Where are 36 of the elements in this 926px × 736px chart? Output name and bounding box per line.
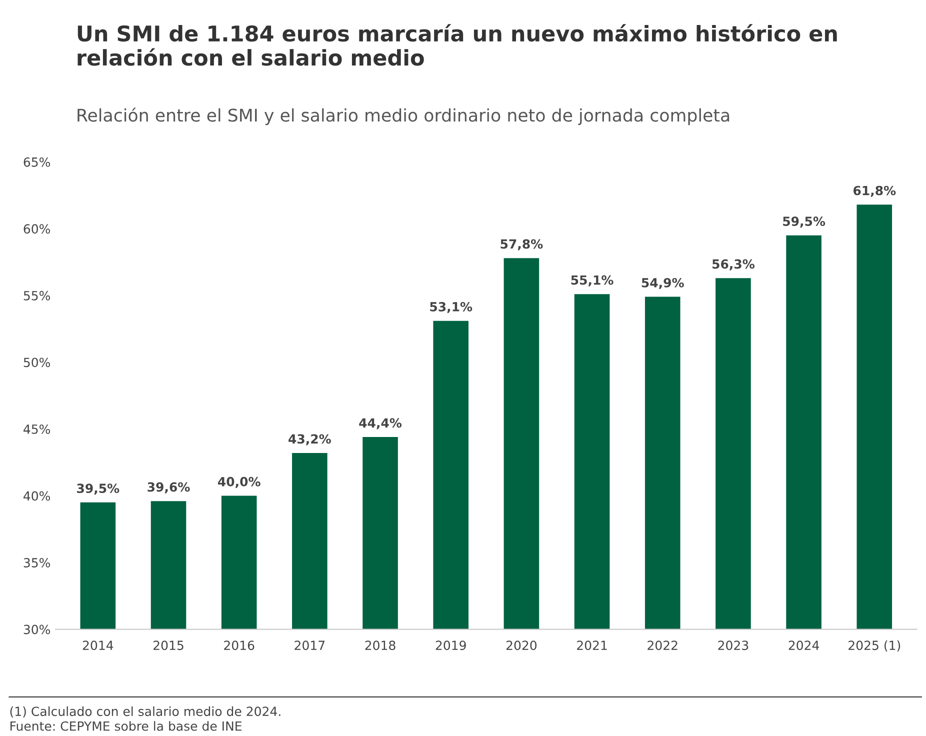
x-tick-label: 2019 (436, 640, 466, 650)
chart-title: Un SMI de 1.184 euros marcaría un nuevo máximo histórico en relación con el salario medio (78, 24, 837, 66)
data-label: 39,6% (148, 482, 190, 494)
data-label: 53,1% (430, 302, 472, 314)
y-tick-label: 65% (24, 157, 50, 167)
data-label: 59,5% (783, 216, 826, 228)
data-label: 44,4% (359, 418, 402, 430)
y-tick-label: 50% (24, 358, 50, 368)
x-tick-label: 2023 (718, 640, 748, 650)
x-tick-label: 2024 (788, 640, 820, 650)
data-label: 55,1% (571, 275, 614, 286)
chart-subtitle: Relación entre el SMI y el salario medio ordinario neto de jornada completa (78, 108, 730, 126)
y-tick-label: 60% (24, 224, 50, 234)
y-tick-label: 45% (24, 424, 50, 434)
data-label: 61,8% (853, 186, 896, 197)
data-label: 40,0% (218, 476, 260, 488)
y-tick-label: 40% (24, 491, 50, 501)
data-label: 56,3% (712, 259, 754, 270)
y-tick-label: 55% (24, 290, 50, 300)
x-tick-label: 2014 (82, 640, 114, 650)
x-tick-label: 2017 (294, 640, 325, 650)
x-tick-label: 2020 (506, 640, 537, 650)
x-tick-label: 2015 (154, 640, 184, 650)
text: (1) Calculado con el salario medio de 2024. (10, 706, 280, 718)
x-tick-label: 2016 (224, 640, 254, 650)
y-tick-label: 30% (24, 624, 50, 634)
x-tick-label: 2022 (648, 640, 678, 650)
source-note: Fuente: CEPYME sobre la base de INE (10, 721, 242, 731)
x-tick-label: 2021 (577, 640, 607, 650)
data-label: 43,2% (288, 434, 331, 446)
data-label: 57,8% (500, 239, 543, 250)
y-tick-label: 35% (24, 558, 50, 568)
x-tick-label: 2018 (365, 640, 396, 650)
x-tick-label: 2025 (1) (848, 640, 900, 652)
data-label: 39,5% (77, 484, 120, 495)
data-label: 54,9% (642, 278, 684, 290)
